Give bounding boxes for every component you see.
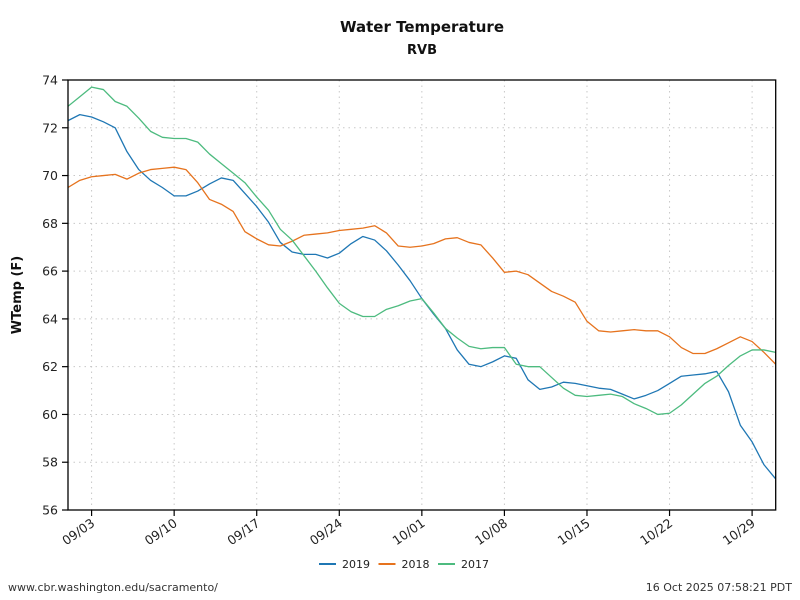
y-tick-label: 72 — [42, 120, 58, 135]
legend: 2019 2018 2017 — [319, 558, 489, 571]
y-tick-label: 60 — [42, 407, 58, 422]
x-tick-label: 09/10 — [142, 515, 180, 548]
y-tick-label: 74 — [42, 73, 58, 88]
y-tick-label: 68 — [42, 216, 58, 231]
x-tick-label: 09/03 — [59, 515, 97, 548]
chart-subtitle: RVB — [407, 43, 437, 58]
series-layer — [68, 86, 776, 480]
series-line-2017 — [68, 86, 776, 416]
x-tick-label: 10/15 — [555, 515, 593, 548]
series-line-2018 — [68, 166, 776, 365]
x-tick-label: 09/17 — [224, 515, 262, 548]
generated-timestamp: 16 Oct 2025 07:58:21 PDT — [645, 581, 792, 594]
x-tick-label: 09/24 — [307, 515, 345, 548]
x-tick-label: 10/29 — [720, 515, 758, 548]
x-axis: 09/03 09/10 09/17 09/24 10/01 10/08 10/15 10/22… — [59, 510, 758, 548]
y-tick-label: 56 — [42, 503, 58, 518]
y-tick-label: 58 — [42, 455, 58, 470]
y-axis: 56 58 60 62 64 66 68 70 72 74 — [42, 73, 68, 518]
x-tick-label: 10/22 — [637, 515, 675, 548]
x-tick-label: 10/01 — [389, 515, 427, 548]
legend-label-2018: 2018 — [402, 558, 430, 571]
x-tick-label: 10/08 — [472, 515, 510, 548]
source-url: www.cbr.washington.edu/sacramento/ — [8, 581, 218, 594]
y-tick-label: 66 — [42, 264, 58, 279]
y-tick-label: 62 — [42, 359, 58, 374]
chart-title: Water Temperature — [340, 18, 504, 36]
y-tick-label: 64 — [42, 311, 58, 326]
y-axis-label: WTemp (F) — [10, 256, 25, 334]
legend-label-2017: 2017 — [461, 558, 489, 571]
grid — [68, 80, 776, 510]
y-tick-label: 70 — [42, 168, 58, 183]
legend-label-2019: 2019 — [342, 558, 370, 571]
